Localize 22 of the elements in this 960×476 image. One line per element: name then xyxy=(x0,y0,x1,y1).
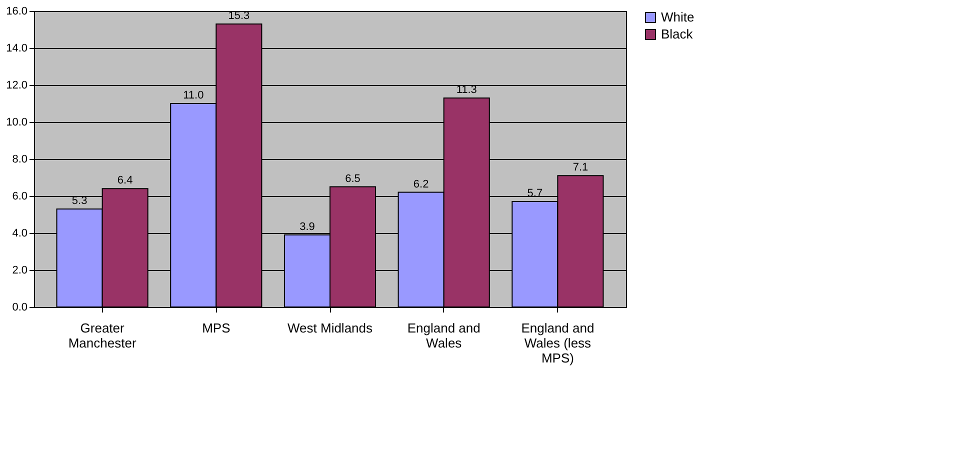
y-tick-label: 14.0 xyxy=(6,42,28,54)
y-tick-label: 16.0 xyxy=(6,6,28,18)
x-tick-label: Greater Manchester xyxy=(68,320,137,350)
y-tick-label: 10.0 xyxy=(6,116,28,128)
y-tick-label: 0.0 xyxy=(12,302,28,314)
y-tick-label: 12.0 xyxy=(6,80,28,92)
data-label: 6.4 xyxy=(117,174,133,187)
data-label: 3.9 xyxy=(300,220,315,233)
x-tick-label: West Midlands xyxy=(287,320,374,336)
legend-label: Black xyxy=(661,26,694,42)
data-label: 11.0 xyxy=(183,90,204,102)
x-tick-label: England and Wales (less MPS) xyxy=(521,320,594,366)
x-tick-label: MPS xyxy=(202,320,231,336)
y-tick-label: 2.0 xyxy=(12,264,28,276)
legend-label: White xyxy=(661,10,694,24)
data-label: 6.5 xyxy=(345,172,360,185)
y-tick-label: 4.0 xyxy=(12,228,28,240)
y-tick-label: 6.0 xyxy=(12,190,28,202)
data-label: 7.1 xyxy=(572,162,588,174)
data-label: 6.2 xyxy=(413,178,429,190)
y-tick-label: 8.0 xyxy=(12,154,28,166)
x-tick-label: England and Wales xyxy=(407,320,480,350)
